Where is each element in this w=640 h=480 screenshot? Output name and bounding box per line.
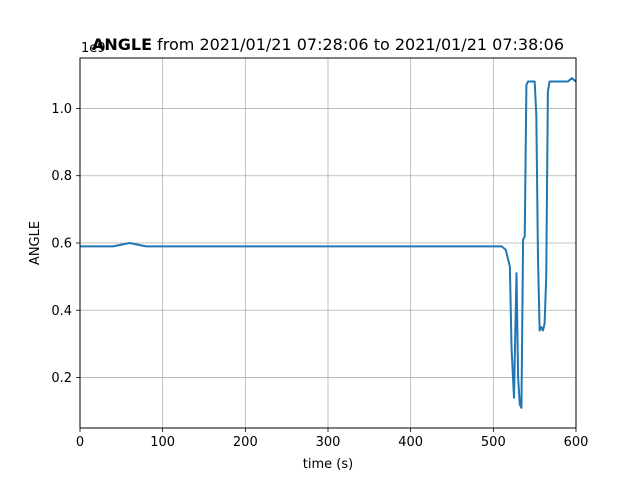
y-offset-label: 1e9 (81, 41, 106, 56)
x-tick-label: 200 (233, 435, 258, 450)
y-tick-label: 0.4 (51, 304, 72, 319)
x-tick-label: 300 (316, 435, 341, 450)
x-tick-label: 0 (76, 435, 84, 450)
tick-layer: 0 100 200 300 400 500 600 0.2 0.4 0.6 0.8 1.0 (51, 102, 588, 450)
x-tick-label: 600 (564, 435, 589, 450)
y-tick-label: 1.0 (51, 102, 72, 117)
data-layer (80, 77, 577, 409)
chart-title: ANGLE from 2021/01/21 07:28:06 to 2021/0… (92, 35, 564, 54)
series-line (80, 77, 577, 409)
x-tick-label: 100 (150, 435, 175, 450)
x-tick-label: 500 (481, 435, 506, 450)
x-axis-label: time (s) (303, 457, 353, 472)
x-tick-label: 400 (398, 435, 423, 450)
chart-title-bold: ANGLE (92, 35, 152, 54)
y-tick-label: 0.2 (51, 371, 72, 386)
y-axis-label: ANGLE (28, 221, 43, 265)
y-tick-label: 0.6 (51, 237, 72, 252)
chart-title-rest: from 2021/01/21 07:28:06 to 2021/01/21 0… (152, 35, 564, 54)
y-tick-label: 0.8 (51, 169, 72, 184)
grid-layer (79, 58, 577, 428)
